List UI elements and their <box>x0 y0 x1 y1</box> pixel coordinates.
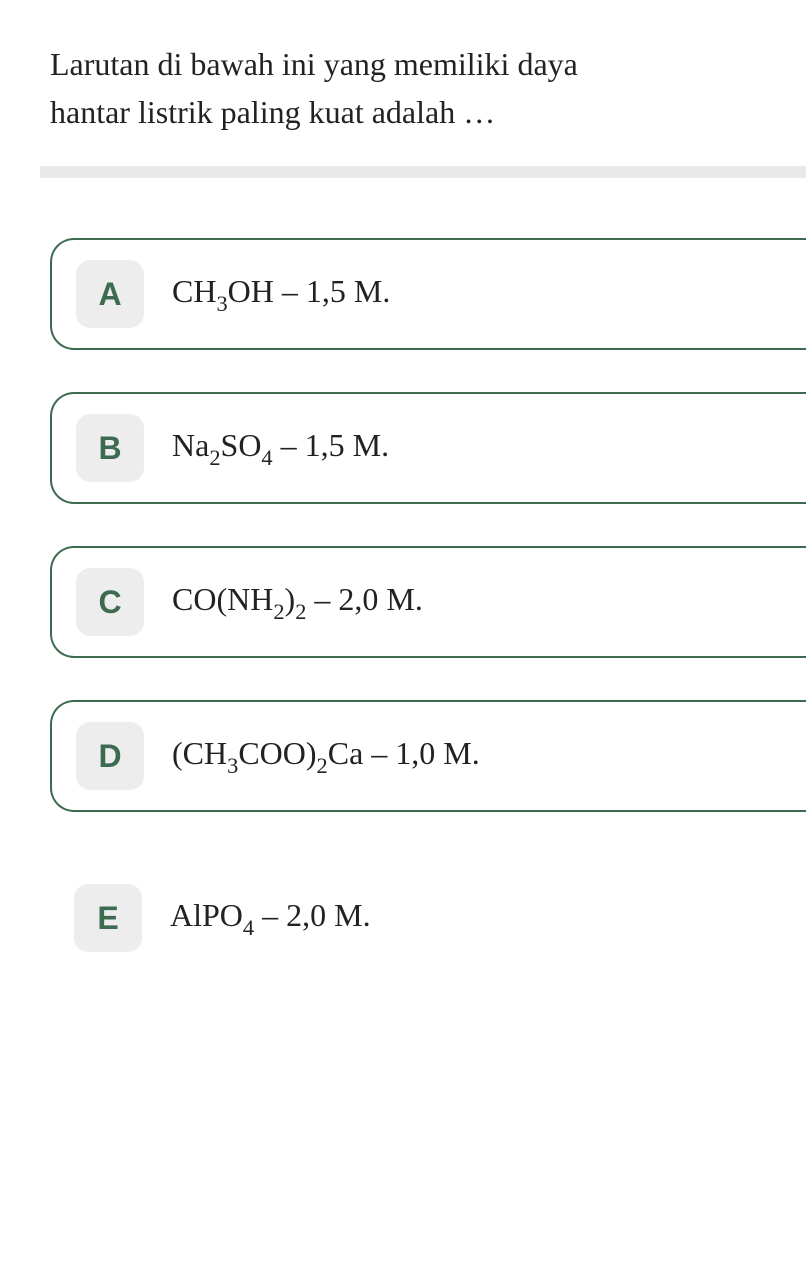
option-letter-a: A <box>76 260 144 328</box>
option-text-e: AlPO4 – 2,0 M. <box>170 897 371 939</box>
question-line-1: Larutan di bawah ini yang memiliki daya <box>50 46 578 82</box>
option-text-b: Na2SO4 – 1,5 M. <box>172 427 389 469</box>
option-letter-e: E <box>74 884 142 952</box>
option-a[interactable]: A CH3OH – 1,5 M. <box>50 238 806 350</box>
option-e[interactable]: E AlPO4 – 2,0 M. <box>50 854 806 972</box>
option-c[interactable]: C CO(NH2)2 – 2,0 M. <box>50 546 806 658</box>
option-b[interactable]: B Na2SO4 – 1,5 M. <box>50 392 806 504</box>
option-text-c: CO(NH2)2 – 2,0 M. <box>172 581 423 623</box>
option-letter-d: D <box>76 722 144 790</box>
question-text: Larutan di bawah ini yang memiliki daya … <box>50 40 806 136</box>
question-line-2: hantar listrik paling kuat adalah … <box>50 94 495 130</box>
option-text-d: (CH3COO)2Ca – 1,0 M. <box>172 735 480 777</box>
divider <box>40 166 806 178</box>
option-text-a: CH3OH – 1,5 M. <box>172 273 390 315</box>
option-letter-b: B <box>76 414 144 482</box>
option-d[interactable]: D (CH3COO)2Ca – 1,0 M. <box>50 700 806 812</box>
option-letter-c: C <box>76 568 144 636</box>
options-container: A CH3OH – 1,5 M. B Na2SO4 – 1,5 M. C CO(… <box>50 238 806 972</box>
